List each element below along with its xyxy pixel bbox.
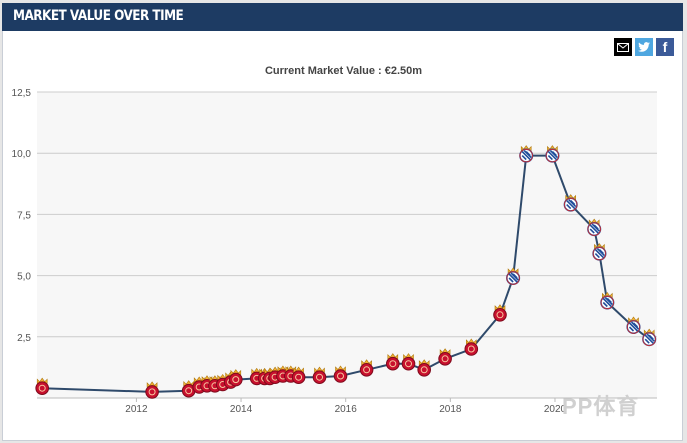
x-tick-label: 2014 [230, 404, 253, 415]
x-tick-label: 2020 [544, 404, 567, 415]
crest-detail [389, 360, 397, 368]
crest-detail [185, 387, 193, 395]
crest-ring [626, 320, 641, 334]
data-point-marker [229, 369, 243, 387]
data-point-marker [563, 194, 578, 212]
watermark-logo: PP体育 [562, 394, 640, 419]
data-point-marker [626, 316, 641, 335]
crest-stripes [594, 248, 605, 259]
club-crest-icon [493, 307, 507, 322]
club-crest-icon [229, 372, 243, 387]
data-point-marker [401, 353, 416, 371]
data-point-marker [291, 366, 306, 385]
crest-ring [587, 222, 601, 236]
data-point-marker [587, 218, 602, 237]
crest-stripes [644, 333, 655, 344]
crest-ring [642, 332, 656, 346]
crest-detail [148, 388, 156, 396]
crest-detail [420, 366, 428, 374]
crest-ring [564, 197, 578, 212]
data-point-marker [438, 348, 452, 366]
crest-detail [38, 384, 46, 392]
club-crest-icon [35, 381, 50, 396]
data-point-marker [333, 365, 348, 383]
panel-header: MARKET VALUE OVER TIME [2, 3, 683, 31]
crest-ring [600, 295, 614, 310]
x-tick-label: 2016 [335, 404, 358, 415]
data-point-marker [145, 381, 159, 399]
crest-detail [441, 355, 449, 363]
panel-title: MARKET VALUE OVER TIME [13, 8, 184, 24]
crest-stripes [566, 199, 577, 210]
facebook-share-button[interactable]: f [656, 38, 674, 56]
crest-detail [363, 366, 371, 374]
twitter-share-button[interactable] [635, 38, 653, 56]
data-point-marker [519, 145, 534, 163]
data-point-marker [493, 304, 507, 322]
data-point-marker [642, 328, 657, 347]
crest-stripes [628, 321, 640, 332]
x-tick-label: 2012 [125, 404, 148, 415]
crest-detail [316, 373, 323, 381]
crest-stripes [547, 150, 558, 161]
data-point-marker [417, 359, 432, 377]
x-tick-label: 2018 [439, 404, 462, 415]
data-point-marker [35, 377, 50, 396]
plot-area [37, 92, 657, 398]
crest-detail [405, 360, 412, 368]
y-tick-label: 7,5 [17, 210, 31, 221]
club-crest-icon [145, 385, 159, 399]
crest-ring [506, 271, 520, 285]
crest-stripes [508, 272, 519, 283]
crest-stripes [602, 296, 613, 308]
y-tick-label: 10,0 [12, 149, 32, 160]
crest-ring [592, 246, 607, 261]
crest-detail [295, 373, 303, 381]
data-point-marker [312, 366, 327, 385]
club-crest-icon [438, 351, 452, 366]
crest-stripes [589, 223, 600, 234]
data-point-marker [506, 267, 521, 286]
club-crest-icon [333, 369, 348, 383]
y-tick-label: 2,5 [17, 333, 31, 344]
crest-detail [496, 311, 504, 319]
twitter-icon [638, 42, 650, 52]
crest-detail [232, 376, 240, 384]
club-crest-icon [312, 370, 327, 385]
crest-ring [519, 148, 533, 163]
crest-ring [545, 148, 560, 163]
club-crest-icon [291, 370, 306, 385]
club-crest-icon [385, 356, 400, 371]
data-point-marker [359, 359, 374, 377]
club-crest-icon [417, 362, 432, 377]
email-share-button[interactable] [614, 38, 632, 56]
chart-title: Current Market Value : €2.50m [264, 65, 423, 77]
data-point-marker [385, 353, 400, 371]
club-crest-icon [401, 356, 416, 371]
facebook-icon: f [662, 39, 668, 55]
crest-stripes [521, 150, 532, 161]
data-point-marker [464, 338, 479, 356]
data-point-marker [600, 291, 615, 310]
club-crest-icon [359, 362, 374, 377]
data-point-marker [592, 243, 607, 261]
y-tick-label: 12,5 [12, 88, 32, 99]
crest-detail [337, 372, 344, 380]
club-crest-icon [464, 342, 479, 356]
email-icon [617, 42, 629, 52]
y-tick-label: 5,0 [17, 272, 31, 283]
crest-detail [467, 345, 475, 353]
data-point-marker [545, 145, 560, 163]
